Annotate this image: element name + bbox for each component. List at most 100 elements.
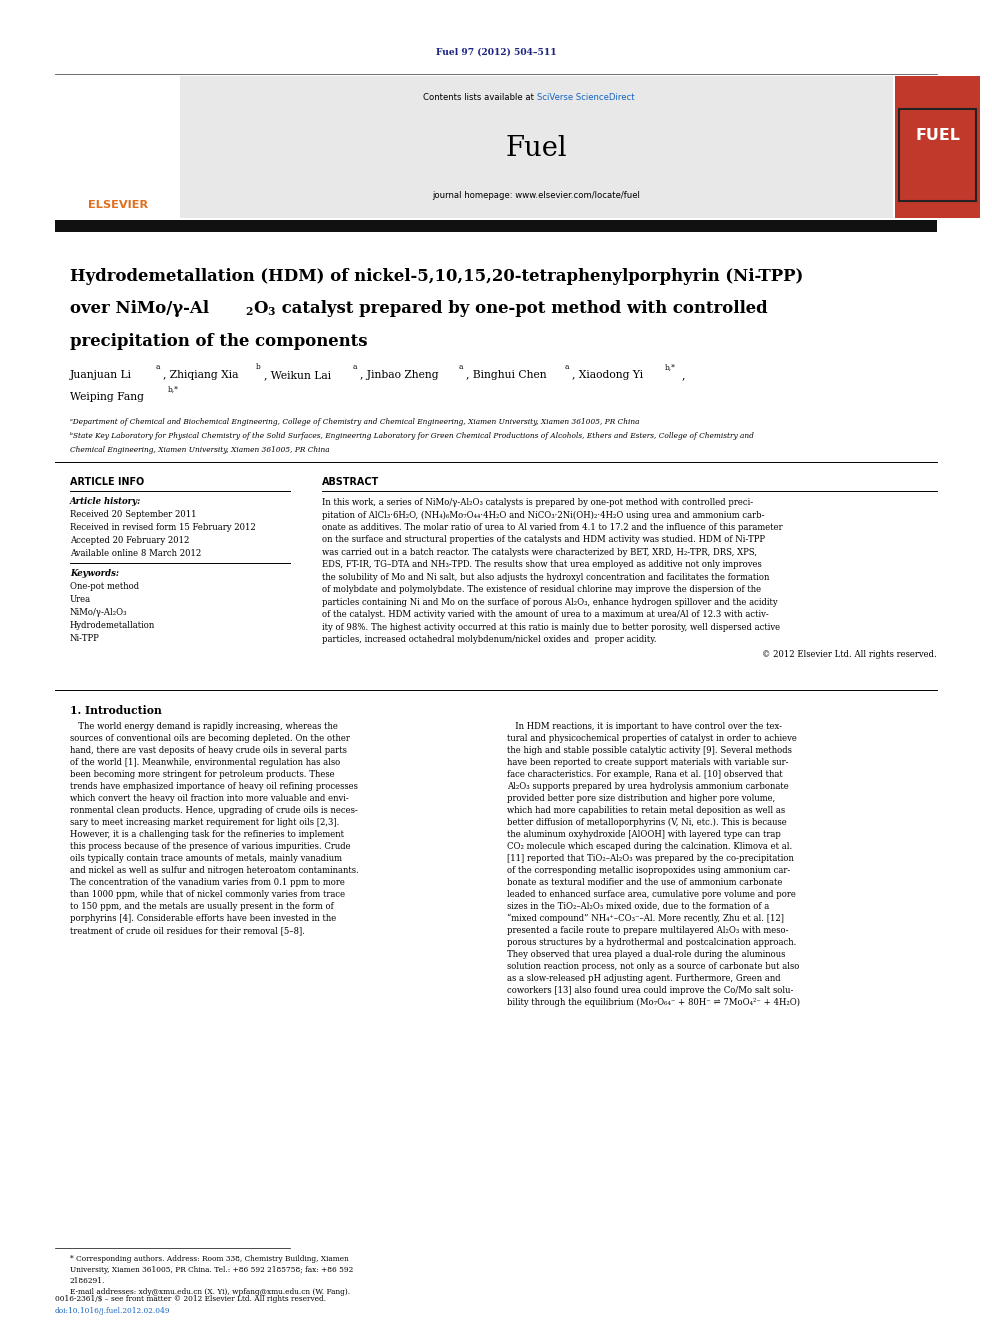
Text: Fuel: Fuel: [506, 135, 567, 161]
Text: Received 20 September 2011: Received 20 September 2011: [70, 509, 196, 519]
Text: Al₂O₃ supports prepared by urea hydrolysis ammonium carbonate: Al₂O₃ supports prepared by urea hydrolys…: [507, 782, 789, 791]
Text: Accepted 20 February 2012: Accepted 20 February 2012: [70, 536, 189, 545]
Text: © 2012 Elsevier Ltd. All rights reserved.: © 2012 Elsevier Ltd. All rights reserved…: [762, 650, 937, 659]
Text: sources of conventional oils are becoming depleted. On the other: sources of conventional oils are becomin…: [70, 734, 350, 744]
Text: Fuel 97 (2012) 504–511: Fuel 97 (2012) 504–511: [435, 48, 557, 57]
Text: ELSEVIER: ELSEVIER: [88, 200, 148, 210]
Text: , Xiaodong Yi: , Xiaodong Yi: [572, 370, 643, 380]
Text: Available online 8 March 2012: Available online 8 March 2012: [70, 549, 201, 558]
Text: 1. Introduction: 1. Introduction: [70, 705, 162, 716]
Text: doi:10.1016/j.fuel.2012.02.049: doi:10.1016/j.fuel.2012.02.049: [55, 1307, 171, 1315]
Text: Weiping Fang: Weiping Fang: [70, 392, 144, 402]
Text: which convert the heavy oil fraction into more valuable and envi-: which convert the heavy oil fraction int…: [70, 794, 349, 803]
Text: bonate as textural modifier and the use of ammonium carbonate: bonate as textural modifier and the use …: [507, 878, 783, 886]
Text: leaded to enhanced surface area, cumulative pore volume and pore: leaded to enhanced surface area, cumulat…: [507, 890, 796, 900]
Text: sizes in the TiO₂–Al₂O₃ mixed oxide, due to the formation of a: sizes in the TiO₂–Al₂O₃ mixed oxide, due…: [507, 902, 769, 912]
Text: a: a: [156, 364, 161, 372]
Text: EDS, FT-IR, TG–DTA and NH₃-TPD. The results show that urea employed as additive : EDS, FT-IR, TG–DTA and NH₃-TPD. The resu…: [322, 561, 762, 569]
Text: been becoming more stringent for petroleum products. These: been becoming more stringent for petrole…: [70, 770, 334, 779]
Bar: [899, 108, 976, 201]
Text: of the catalyst. HDM activity varied with the amount of urea to a maximum at ure: of the catalyst. HDM activity varied wit…: [322, 610, 769, 619]
Text: a: a: [459, 364, 463, 372]
Text: Hydrodemetallation (HDM) of nickel-5,10,15,20-tetraphenylporphyrin (Ni-TPP): Hydrodemetallation (HDM) of nickel-5,10,…: [70, 269, 804, 284]
Text: , Zhiqiang Xia: , Zhiqiang Xia: [163, 370, 238, 380]
Text: ARTICLE INFO: ARTICLE INFO: [70, 478, 144, 487]
Bar: [180, 75, 893, 218]
Text: Contents lists available at: Contents lists available at: [423, 94, 537, 102]
Text: tural and physicochemical properties of catalyst in order to achieve: tural and physicochemical properties of …: [507, 734, 797, 744]
Text: the high and stable possible catalytic activity [9]. Several methods: the high and stable possible catalytic a…: [507, 746, 792, 755]
Text: 2: 2: [245, 306, 253, 318]
Text: and nickel as well as sulfur and nitrogen heteroatom contaminants.: and nickel as well as sulfur and nitroge…: [70, 867, 359, 875]
Text: In this work, a series of NiMo/γ-Al₂O₃ catalysts is prepared by one-pot method w: In this work, a series of NiMo/γ-Al₂O₃ c…: [322, 497, 753, 507]
Text: porphyrins [4]. Considerable efforts have been invested in the: porphyrins [4]. Considerable efforts hav…: [70, 914, 336, 923]
Text: FUEL: FUEL: [915, 128, 960, 143]
Text: presented a facile route to prepare multilayered Al₂O₃ with meso-: presented a facile route to prepare mult…: [507, 926, 789, 935]
Text: the solubility of Mo and Ni salt, but also adjusts the hydroxyl concentration an: the solubility of Mo and Ni salt, but al…: [322, 573, 770, 582]
Text: 2186291.: 2186291.: [70, 1277, 105, 1285]
Bar: [895, 75, 980, 218]
Text: , Binghui Chen: , Binghui Chen: [466, 370, 547, 380]
Text: on the surface and structural properties of the catalysts and HDM activity was s: on the surface and structural properties…: [322, 536, 765, 545]
Text: O: O: [253, 300, 268, 318]
Text: catalyst prepared by one-pot method with controlled: catalyst prepared by one-pot method with…: [276, 300, 768, 318]
Text: have been reported to create support materials with variable sur-: have been reported to create support mat…: [507, 758, 789, 767]
Text: , Jinbao Zheng: , Jinbao Zheng: [360, 370, 438, 380]
Text: Article history:: Article history:: [70, 497, 141, 505]
Text: The world energy demand is rapidly increasing, whereas the: The world energy demand is rapidly incre…: [70, 722, 338, 732]
Text: face characteristics. For example, Rana et al. [10] observed that: face characteristics. For example, Rana …: [507, 770, 783, 779]
Text: onate as additives. The molar ratio of urea to Al varied from 4.1 to 17.2 and th: onate as additives. The molar ratio of u…: [322, 523, 783, 532]
Bar: [55, 220, 937, 232]
Text: The concentration of the vanadium varies from 0.1 ppm to more: The concentration of the vanadium varies…: [70, 878, 345, 886]
Text: ᵃDepartment of Chemical and Biochemical Engineering, College of Chemistry and Ch: ᵃDepartment of Chemical and Biochemical …: [70, 418, 640, 426]
Text: particles, increased octahedral molybdenum/nickel oxides and  proper acidity.: particles, increased octahedral molybden…: [322, 635, 657, 644]
Text: pitation of AlCl₃·6H₂O, (NH₄)₆Mo₇O₄₄·4H₂O and NiCO₃·2Ni(OH)₂·4H₂O using urea and: pitation of AlCl₃·6H₂O, (NH₄)₆Mo₇O₄₄·4H₂…: [322, 511, 765, 520]
Text: which had more capabilities to retain metal deposition as well as: which had more capabilities to retain me…: [507, 806, 785, 815]
Text: ᵇState Key Laboratory for Physical Chemistry of the Solid Surfaces, Engineering : ᵇState Key Laboratory for Physical Chemi…: [70, 433, 754, 441]
Text: Chemical Engineering, Xiamen University, Xiamen 361005, PR China: Chemical Engineering, Xiamen University,…: [70, 446, 329, 454]
Text: * Corresponding authors. Address: Room 338, Chemistry Building, Xiamen: * Corresponding authors. Address: Room 3…: [70, 1256, 349, 1263]
Text: Keywords:: Keywords:: [70, 569, 119, 578]
Text: Urea: Urea: [70, 595, 91, 605]
Text: “mixed compound” NH₄⁺–CO₃⁻–Al. More recently, Zhu et al. [12]: “mixed compound” NH₄⁺–CO₃⁻–Al. More rece…: [507, 914, 784, 923]
Text: the aluminum oxyhydroxide [AlOOH] with layered type can trap: the aluminum oxyhydroxide [AlOOH] with l…: [507, 830, 781, 839]
Text: E-mail addresses: xdy@xmu.edu.cn (X. Yi), wpfang@xmu.edu.cn (W. Fang).: E-mail addresses: xdy@xmu.edu.cn (X. Yi)…: [70, 1289, 350, 1297]
Text: SciVerse ScienceDirect: SciVerse ScienceDirect: [537, 94, 634, 102]
Text: as a slow-released pH adjusting agent. Furthermore, Green and: as a slow-released pH adjusting agent. F…: [507, 974, 781, 983]
Text: over NiMo/γ-Al: over NiMo/γ-Al: [70, 300, 209, 318]
Text: They observed that urea played a dual-role during the aluminous: They observed that urea played a dual-ro…: [507, 950, 786, 959]
Text: b: b: [256, 364, 261, 372]
Text: journal homepage: www.elsevier.com/locate/fuel: journal homepage: www.elsevier.com/locat…: [433, 192, 641, 201]
Text: ,: ,: [682, 370, 685, 380]
Text: Ni-TPP: Ni-TPP: [70, 634, 100, 643]
Text: Hydrodemetallation: Hydrodemetallation: [70, 620, 156, 630]
Text: trends have emphasized importance of heavy oil refining processes: trends have emphasized importance of hea…: [70, 782, 358, 791]
Text: a: a: [565, 364, 569, 372]
Text: b,*: b,*: [168, 385, 179, 393]
Text: However, it is a challenging task for the refineries to implement: However, it is a challenging task for th…: [70, 830, 344, 839]
Text: than 1000 ppm, while that of nickel commonly varies from trace: than 1000 ppm, while that of nickel comm…: [70, 890, 345, 900]
Text: ronmental clean products. Hence, upgrading of crude oils is neces-: ronmental clean products. Hence, upgradi…: [70, 806, 358, 815]
Text: NiMo/γ-Al₂O₃: NiMo/γ-Al₂O₃: [70, 609, 128, 617]
Text: hand, there are vast deposits of heavy crude oils in several parts: hand, there are vast deposits of heavy c…: [70, 746, 347, 755]
Text: porous structures by a hydrothermal and postcalcination approach.: porous structures by a hydrothermal and …: [507, 938, 797, 947]
Text: sary to meet increasing market requirement for light oils [2,3].: sary to meet increasing market requireme…: [70, 818, 339, 827]
Text: oils typically contain trace amounts of metals, mainly vanadium: oils typically contain trace amounts of …: [70, 855, 342, 863]
Text: to 150 ppm, and the metals are usually present in the form of: to 150 ppm, and the metals are usually p…: [70, 902, 333, 912]
Text: provided better pore size distribution and higher pore volume,: provided better pore size distribution a…: [507, 794, 776, 803]
Text: this process because of the presence of various impurities. Crude: this process because of the presence of …: [70, 841, 350, 851]
Text: a: a: [353, 364, 357, 372]
Text: coworkers [13] also found urea could improve the Co/Mo salt solu-: coworkers [13] also found urea could imp…: [507, 986, 794, 995]
Text: ABSTRACT: ABSTRACT: [322, 478, 379, 487]
Text: CO₂ molecule which escaped during the calcination. Klimova et al.: CO₂ molecule which escaped during the ca…: [507, 841, 793, 851]
Text: particles containing Ni and Mo on the surface of porous Al₂O₃, enhance hydrogen : particles containing Ni and Mo on the su…: [322, 598, 778, 607]
Text: precipitation of the components: precipitation of the components: [70, 333, 367, 351]
Text: was carried out in a batch reactor. The catalysts were characterized by BET, XRD: was carried out in a batch reactor. The …: [322, 548, 757, 557]
Text: 0016-2361/$ – see front matter © 2012 Elsevier Ltd. All rights reserved.: 0016-2361/$ – see front matter © 2012 El…: [55, 1295, 326, 1303]
Text: , Weikun Lai: , Weikun Lai: [264, 370, 331, 380]
Text: [11] reported that TiO₂–Al₂O₃ was prepared by the co-precipitation: [11] reported that TiO₂–Al₂O₃ was prepar…: [507, 855, 794, 863]
Text: 3: 3: [267, 306, 275, 318]
Text: ity of 98%. The highest activity occurred at this ratio is mainly due to better : ity of 98%. The highest activity occurre…: [322, 623, 780, 632]
Text: Juanjuan Li: Juanjuan Li: [70, 370, 132, 380]
Text: treatment of crude oil residues for their removal [5–8].: treatment of crude oil residues for thei…: [70, 926, 305, 935]
